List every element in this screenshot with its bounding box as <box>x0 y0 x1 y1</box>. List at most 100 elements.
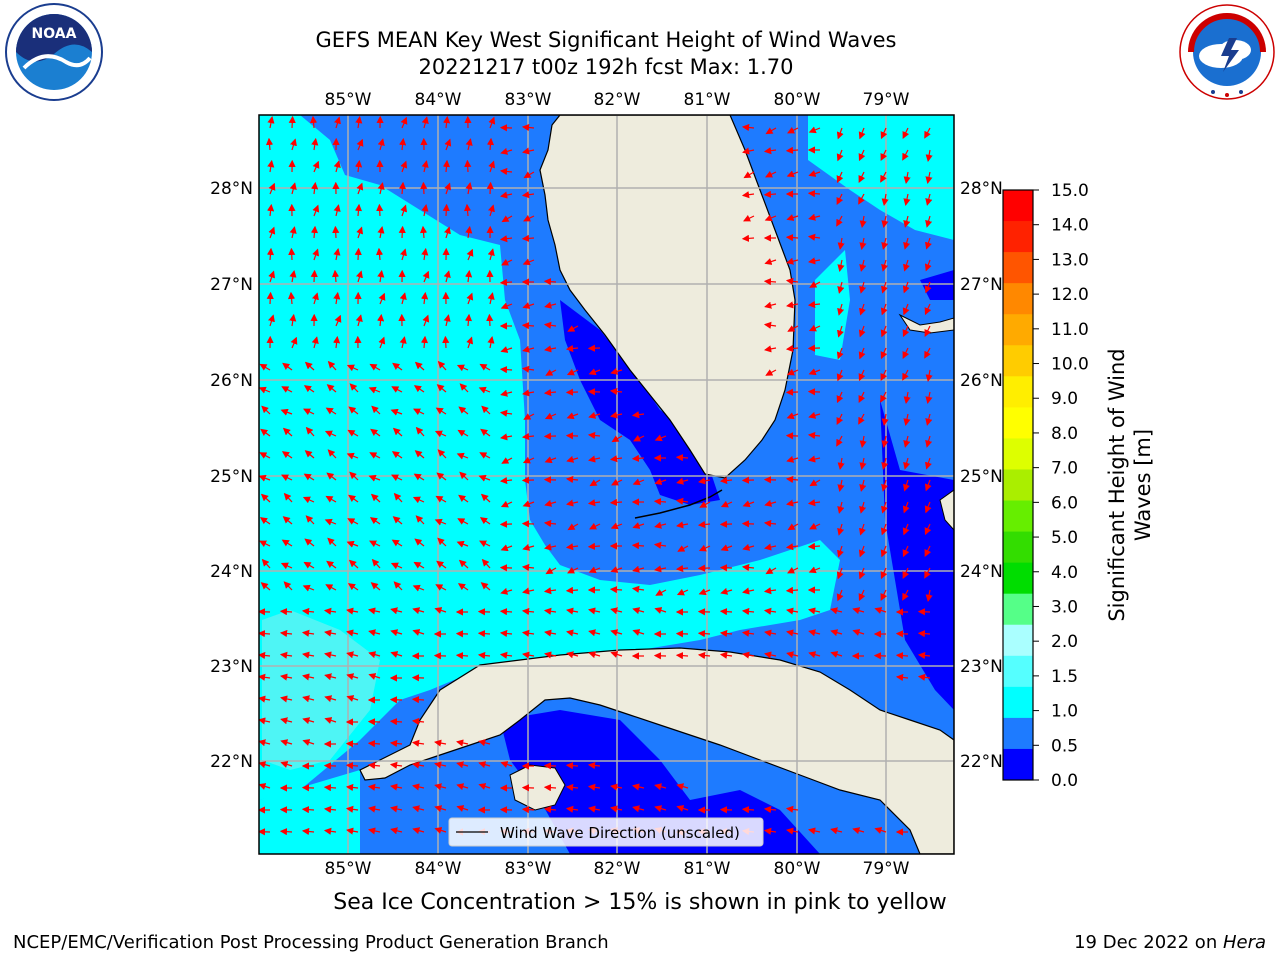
wind-wave-arrow <box>808 170 821 177</box>
wind-wave-arrow <box>902 325 910 338</box>
lon-tick-label-bottom: 85°W <box>325 859 372 879</box>
colorbar-tick-label: 7.0 <box>1051 459 1078 479</box>
wind-wave-arrow <box>412 629 425 636</box>
colorbar-tick-label: 10.0 <box>1051 355 1089 375</box>
wind-wave-arrow <box>655 589 667 596</box>
wind-wave-arrow <box>785 543 799 551</box>
wind-wave-arrow <box>356 226 364 239</box>
wind-wave-arrow <box>412 827 425 835</box>
wind-wave-arrow <box>565 475 579 484</box>
wind-wave-arrow <box>346 695 359 702</box>
land-cuba <box>359 647 954 854</box>
wind-wave-arrow <box>631 454 645 462</box>
wind-wave-arrow <box>741 234 755 242</box>
lat-tick-label-right: 24°N <box>960 562 1003 582</box>
wind-wave-arrow <box>925 215 933 228</box>
wind-wave-arrow <box>567 523 579 531</box>
wind-wave-arrow <box>265 137 274 151</box>
wind-wave-arrow <box>632 783 645 791</box>
wind-wave-arrow <box>763 607 777 615</box>
wind-wave-arrow <box>859 281 867 294</box>
wind-wave-arrow <box>289 226 297 239</box>
wind-wave-arrow <box>924 501 932 514</box>
wind-wave-arrow <box>903 479 910 492</box>
colorbar-tick-label: 4.0 <box>1051 563 1078 583</box>
wind-wave-arrow <box>323 607 337 615</box>
wind-wave-arrow <box>279 608 293 616</box>
wind-wave-arrow <box>481 558 491 569</box>
wind-wave-arrow <box>764 214 777 222</box>
wind-wave-arrow <box>543 388 557 397</box>
wind-wave-arrow <box>399 292 407 305</box>
lat-tick-label-right: 25°N <box>960 467 1003 487</box>
wind-wave-arrow <box>925 369 933 382</box>
wind-wave-arrow <box>741 191 755 199</box>
wind-wave-arrow <box>368 673 381 680</box>
land-bahamas-andros <box>939 489 954 531</box>
wind-wave-arrow <box>676 588 689 596</box>
wind-wave-arrow <box>480 582 491 591</box>
wind-wave-arrow <box>378 292 386 305</box>
wind-wave-arrow <box>522 587 535 595</box>
wind-wave-arrow <box>414 538 425 547</box>
wind-wave-arrow <box>785 344 799 353</box>
wind-wave-arrow <box>859 215 867 228</box>
wind-wave-arrow <box>521 123 535 132</box>
wind-wave-arrow <box>346 452 359 460</box>
wind-wave-arrow <box>808 126 821 134</box>
wind-wave-arrow <box>390 562 403 570</box>
wind-wave-arrow <box>925 413 933 426</box>
land-bahamas-north <box>898 313 954 334</box>
wind-wave-arrow <box>259 474 271 482</box>
wind-wave-arrow <box>786 499 799 507</box>
wind-wave-arrow <box>377 182 385 195</box>
colorbar-segment <box>1003 748 1033 781</box>
wind-wave-arrow <box>500 587 513 595</box>
lon-tick-label-top: 80°W <box>774 90 821 110</box>
wind-wave-arrow <box>543 607 557 615</box>
wind-wave-arrow <box>836 149 844 162</box>
wind-wave-arrow <box>376 203 384 217</box>
wind-wave-arrow <box>369 540 381 548</box>
wind-wave-arrow <box>457 429 469 437</box>
wind-wave-arrow <box>698 544 711 552</box>
wind-wave-arrow <box>500 500 513 508</box>
wind-wave-arrow <box>903 259 910 272</box>
wind-wave-arrow <box>925 589 933 602</box>
wind-wave-arrow <box>836 127 844 140</box>
wind-wave-arrow <box>654 521 667 529</box>
wind-wave-arrow <box>566 607 579 615</box>
wind-wave-arrow <box>324 629 337 637</box>
wind-wave-arrow <box>435 584 447 591</box>
wind-wave-arrow <box>566 412 579 420</box>
wind-wave-arrow <box>837 501 845 514</box>
colorbar-tick-label: 13.0 <box>1051 250 1089 270</box>
wind-wave-arrow <box>389 739 403 748</box>
wind-wave-arrow <box>442 159 451 173</box>
wind-wave-arrow <box>609 455 623 463</box>
lon-tick-label-top: 84°W <box>415 90 462 110</box>
wind-wave-arrow <box>267 159 275 173</box>
wind-wave-arrow <box>809 281 821 288</box>
wind-wave-arrow <box>589 479 601 487</box>
colorbar-tick-label: 14.0 <box>1051 216 1089 236</box>
colorbar-tick-label: 0.5 <box>1051 736 1078 756</box>
colorbar-tick-label: 1.0 <box>1051 702 1078 722</box>
wind-wave-arrow <box>371 558 381 569</box>
wind-wave-arrow <box>334 116 341 129</box>
wind-wave-arrow <box>391 539 403 547</box>
wind-wave-arrow <box>720 587 733 595</box>
wind-wave-arrow <box>434 607 447 614</box>
wind-wave-arrow <box>478 761 491 769</box>
wind-wave-arrow <box>902 127 910 139</box>
wind-wave-arrow <box>413 473 425 481</box>
wind-wave-arrow <box>302 673 315 681</box>
wind-wave-arrow <box>698 477 711 485</box>
colorbar-tick-label: 15.0 <box>1051 181 1089 201</box>
wind-wave-arrow <box>522 651 535 659</box>
nws-logo <box>1179 4 1275 100</box>
wind-wave-arrow <box>488 116 496 129</box>
wind-wave-arrow <box>356 270 363 283</box>
colorbar-tick-label: 5.0 <box>1051 528 1078 548</box>
wind-wave-arrow <box>302 695 315 703</box>
